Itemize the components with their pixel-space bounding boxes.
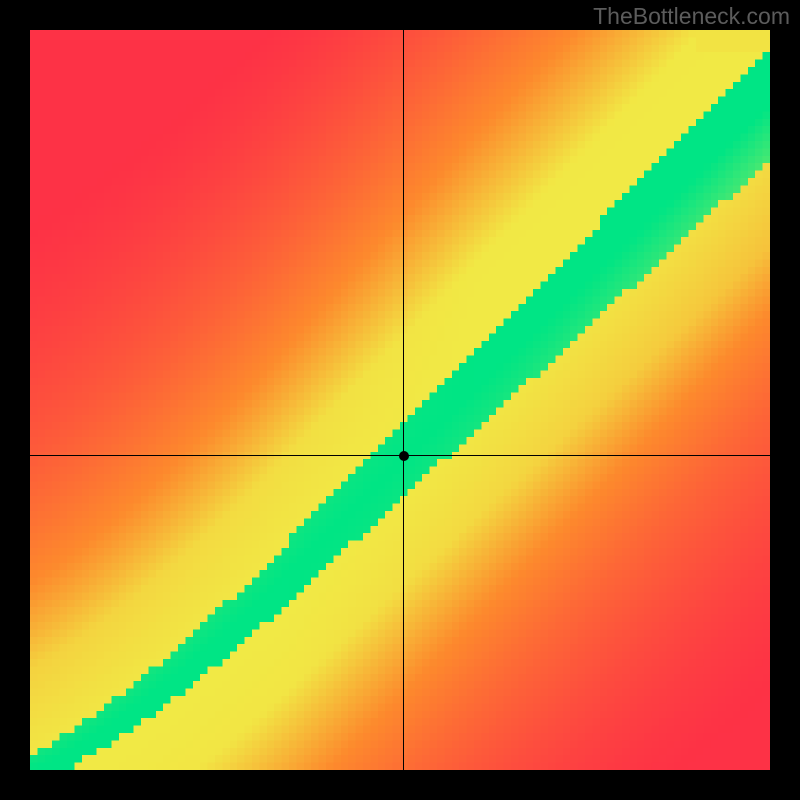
- crosshair-marker: [399, 451, 409, 461]
- crosshair-vertical: [403, 30, 404, 770]
- bottleneck-heatmap: [30, 30, 770, 770]
- chart-container: TheBottleneck.com: [0, 0, 800, 800]
- watermark-text: TheBottleneck.com: [593, 3, 790, 30]
